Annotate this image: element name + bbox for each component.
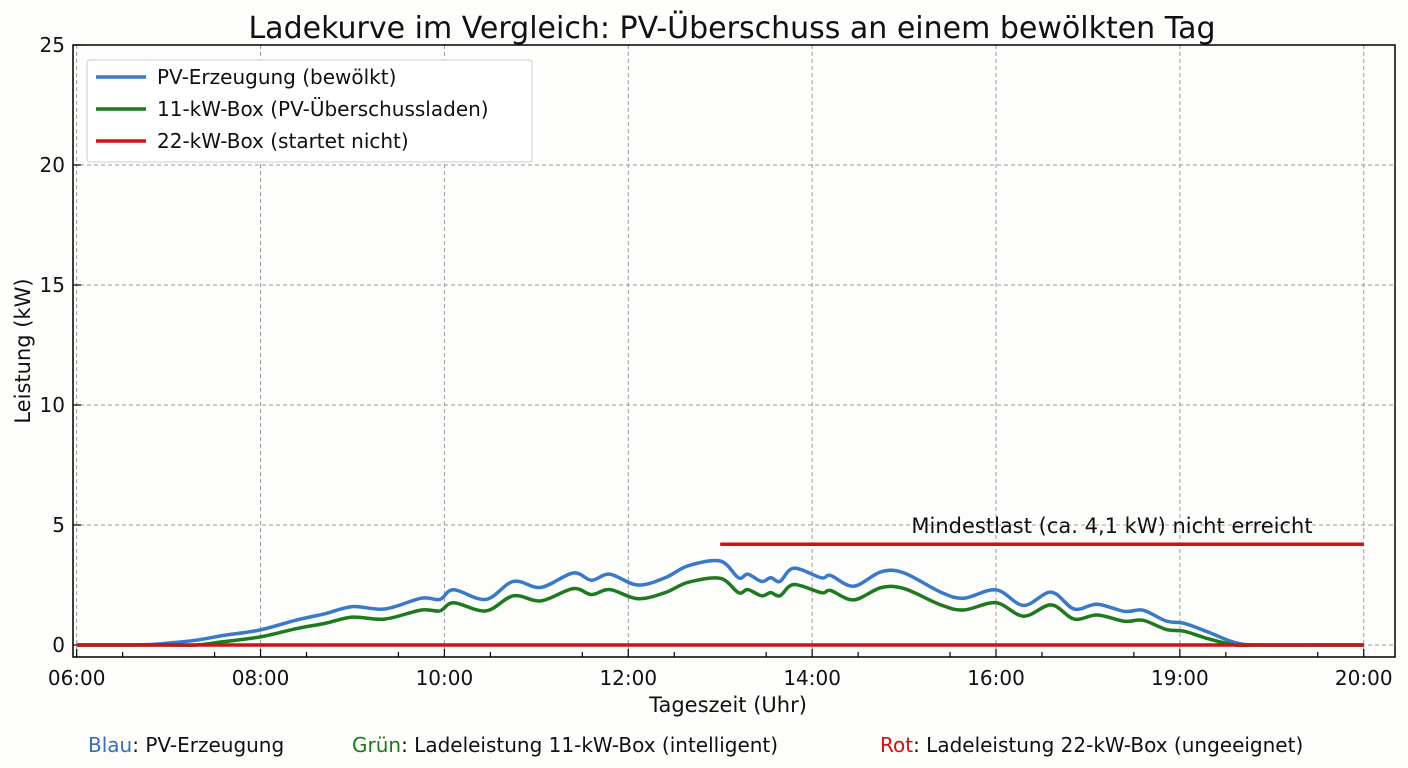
x-tick-label: 19:00	[1151, 666, 1209, 690]
caption: Blau: PV-Erzeugung Grün: Ladeleistung 11-…	[88, 733, 1303, 757]
y-tick-label: 5	[52, 513, 65, 537]
y-tick-label: 15	[40, 273, 65, 297]
y-tick-label: 20	[40, 153, 65, 177]
x-tick-label: 14:00	[783, 666, 841, 690]
caption-color-word: Blau	[88, 733, 132, 757]
x-axis-label: Tageszeit (Uhr)	[648, 693, 807, 717]
caption-text: : Ladeleistung 11-kW-Box (intelligent)	[401, 733, 778, 757]
legend-box	[86, 59, 533, 163]
ticks: 06:00 08:00 10:00 12:00 14:00 16:00 19:00 20:00…	[40, 33, 1393, 690]
x-tick-label: 06:00	[48, 666, 106, 690]
y-tick-label: 0	[52, 633, 65, 657]
pv-generation-line	[76, 558, 1364, 647]
x-tick-label: 20:00	[1335, 666, 1393, 690]
caption-item: Blau: PV-Erzeugung	[88, 733, 284, 757]
x-tick-label: 08:00	[232, 666, 290, 690]
y-tick-label: 10	[40, 393, 65, 417]
x-tick-label: 10:00	[416, 666, 474, 690]
legend-label-22kw: 22-kW-Box (startet nicht)	[157, 129, 409, 153]
legend-label-pv: PV-Erzeugung (bewölkt)	[157, 65, 396, 89]
caption-text: : PV-Erzeugung	[132, 733, 284, 757]
legend-label-11kw: 11-kW-Box (PV-Überschussladen)	[157, 97, 489, 121]
series-lines	[76, 542, 1364, 648]
x-tick-label: 12:00	[599, 666, 657, 690]
plot-frame	[72, 44, 1396, 658]
threshold-annotation: Mindestlast (ca. 4,1 kW) nicht erreicht	[911, 514, 1312, 538]
chart-title: Ladekurve im Vergleich: PV-Überschuss an…	[248, 10, 1215, 46]
caption-item: Rot: Ladeleistung 22-kW-Box (ungeeignet)	[880, 733, 1303, 757]
y-axis-label: Leistung (kW)	[11, 278, 35, 423]
legend: PV-Erzeugung (bewölkt) 11-kW-Box (PV-Übe…	[86, 59, 533, 163]
y-tick-label: 25	[40, 33, 65, 57]
x-tick-label: 16:00	[967, 666, 1025, 690]
caption-color-word: Rot	[880, 733, 913, 757]
caption-item: Grün: Ladeleistung 11-kW-Box (intelligen…	[352, 733, 778, 757]
caption-text: : Ladeleistung 22-kW-Box (ungeeignet)	[913, 733, 1303, 757]
box-11kw-line	[76, 576, 1364, 648]
caption-color-word: Grün	[352, 733, 401, 757]
